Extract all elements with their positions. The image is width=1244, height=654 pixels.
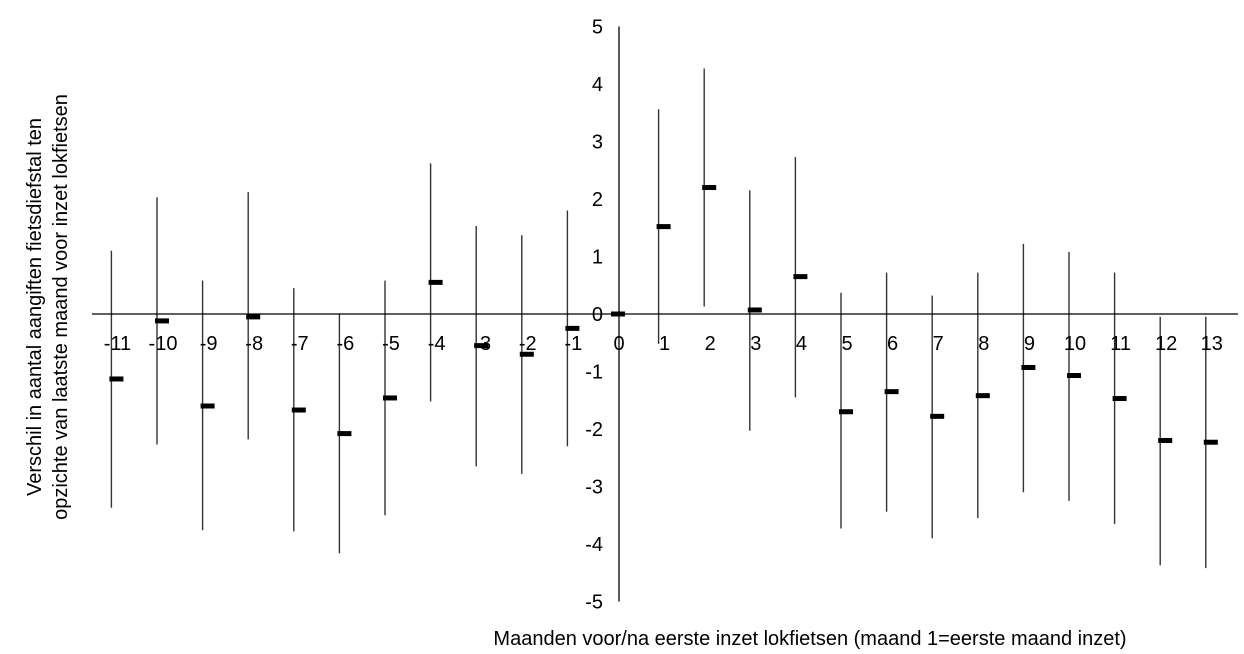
x-tick-label: 8 [978, 333, 989, 355]
mean-marker [565, 325, 580, 331]
x-tick-label: 6 [887, 333, 898, 355]
mean-marker [1203, 439, 1218, 445]
mean-marker [793, 274, 808, 280]
x-tick-labels-group: -11 -10 -9 -8 -7 -6 -5 -4 -3 -2 -1 0 1 2 3 4 5 6 7 8 9 10 11 12… [104, 333, 1223, 355]
mean-marker [1158, 438, 1173, 443]
x-tick-label: 4 [796, 333, 807, 355]
y-axis-title-line-2: opzichte van laatste maand voor inzet lo… [50, 94, 72, 520]
x-tick-label: -10 [149, 333, 178, 355]
mean-marker [428, 279, 443, 285]
y-tick-label: 1 [592, 247, 603, 269]
x-tick-label: 5 [841, 333, 852, 355]
x-tick-label: 13 [1201, 333, 1223, 355]
x-tick-label: 9 [1024, 333, 1035, 355]
y-tick-label: 3 [592, 132, 603, 154]
mean-marker [1112, 396, 1127, 402]
mean-marker [975, 393, 990, 399]
y-tick-label: 4 [592, 74, 603, 96]
y-tick-labels-group: 5 4 3 2 1 0 -1 -2 -3 -4 -5 [585, 17, 603, 614]
x-tick-label: -7 [291, 333, 309, 355]
mean-marker [1021, 364, 1036, 370]
mean-marker [337, 431, 352, 437]
markers-group [109, 185, 1218, 445]
mean-marker [656, 224, 671, 230]
y-tick-label: -2 [585, 419, 603, 441]
x-tick-label: 2 [705, 333, 716, 355]
y-tick-label: -1 [585, 362, 603, 384]
y-tick-label: 0 [592, 304, 603, 326]
x-tick-label: 11 [1110, 333, 1131, 355]
mean-marker [383, 395, 397, 401]
x-tick-label: -5 [382, 333, 400, 355]
mean-marker [291, 407, 306, 413]
mean-marker [519, 351, 534, 357]
y-tick-label: -5 [585, 592, 603, 614]
y-tick-label: -4 [585, 534, 603, 556]
x-tick-label: -2 [519, 333, 537, 355]
x-tick-label: -9 [200, 333, 218, 355]
x-tick-label: 1 [659, 333, 670, 355]
mean-marker [109, 376, 124, 382]
mean-marker [200, 403, 215, 409]
x-axis-title: Maanden voor/na eerste inzet lokfietsen … [493, 628, 1126, 650]
errorbars-group [110, 68, 1207, 569]
mean-marker [702, 185, 717, 190]
x-tick-label: -8 [245, 333, 263, 355]
x-tick-label: 0 [613, 333, 624, 355]
x-tick-label: -6 [337, 333, 355, 355]
x-tick-label: 10 [1064, 333, 1086, 355]
y-tick-label: 2 [592, 189, 603, 211]
x-tick-label: -4 [428, 333, 446, 355]
mean-marker [930, 413, 945, 419]
x-tick-label: -11 [104, 333, 131, 355]
mean-marker [474, 343, 489, 349]
mean-marker [155, 318, 169, 324]
x-tick-label: 3 [750, 333, 761, 355]
y-tick-label: -3 [585, 477, 603, 499]
mean-marker [747, 307, 762, 313]
mean-marker [246, 314, 261, 320]
mean-marker [611, 311, 625, 317]
x-tick-label: 7 [933, 333, 944, 355]
y-axis-title-line-1: Verschil in aantal aangiften fietsdiefst… [24, 118, 46, 496]
x-tick-label: 12 [1155, 333, 1177, 355]
mean-marker [884, 389, 899, 395]
x-tick-label: -3 [473, 333, 491, 355]
mean-marker [839, 409, 853, 415]
x-tick-label: -1 [565, 333, 583, 355]
mean-marker [1067, 373, 1081, 379]
y-tick-label: 5 [592, 17, 603, 39]
axes-group [92, 26, 1238, 602]
